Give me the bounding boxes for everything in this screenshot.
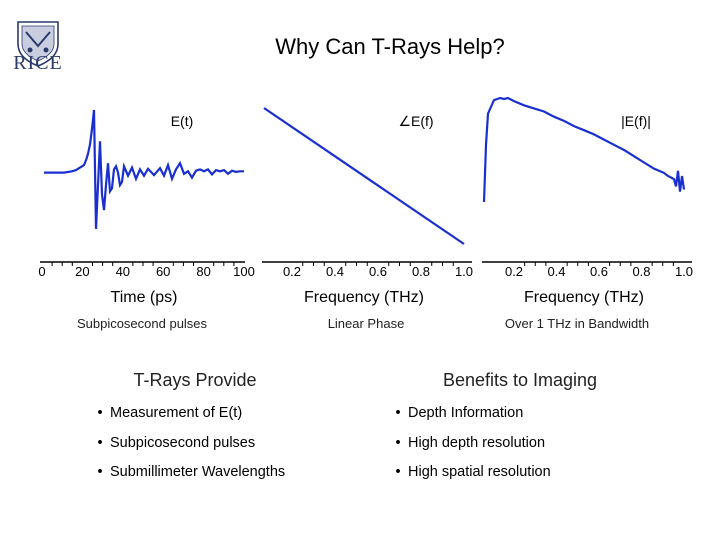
bullet-icon: • [97,434,103,451]
tick-label: 80 [196,264,210,279]
tick-label: 1.0 [455,264,473,279]
list-item: • High depth resolution [388,435,648,465]
right-section-heading: Benefits to Imaging [442,370,598,390]
magnitude-chart-label: |E(f)| [621,113,651,129]
list-item: • Subpicosecond pulses [90,435,350,465]
list-item-text: Submillimeter Wavelengths [110,464,286,480]
list-item-text: Depth Information [408,405,524,421]
list-item-text: High depth resolution [408,434,546,451]
phase-axis-ticks: 0.2 0.4 0.6 0.8 1.0 [283,262,473,279]
magnitude-chart: |E(f)| 0.2 0.4 0.6 0.8 1.0 Frequency (THz) [482,96,693,306]
tick-label: 0.8 [632,264,650,279]
time-caption: Subpicosecond pulses [76,316,208,331]
tick-label: 100 [233,264,255,279]
tick-label: 0.8 [412,264,430,279]
time-domain-chart: E(t) 0 20 40 60 80 100 Time (ps) [38,109,255,306]
tick-label: 1.0 [675,264,693,279]
bullet-icon: • [97,405,103,421]
list-item: • Depth Information [388,405,648,435]
list-item: • High spatial resolution [388,464,648,494]
phase-axis-title: Frequency (THz) [304,289,424,306]
magnitude-caption: Over 1 THz in Bandwidth [504,316,650,331]
phase-caption: Linear Phase [327,316,405,331]
list-item-text: Subpicosecond pulses [110,434,256,451]
left-bullet-list: • Measurement of E(t) • Subpicosecond puls… [90,405,350,494]
tick-label: 0.4 [547,264,565,279]
bullet-icon: • [395,464,401,480]
rice-logo-shield-icon [17,21,59,67]
bullet-icon: • [395,434,401,451]
tick-label: 0.2 [505,264,523,279]
bullet-icon: • [97,464,103,480]
slide-title: Why Can T-Rays Help? [275,34,505,59]
tick-label: 0.6 [590,264,608,279]
plots-figure: E(t) 0 20 40 60 80 100 Time (ps) ∠E(f) 0.2 0.4… [38,96,693,306]
time-axis-title: Time (ps) [111,289,178,306]
magnitude-axis-title: Frequency (THz) [524,289,644,306]
tick-label: 60 [156,264,170,279]
list-item: • Measurement of E(t) [90,405,350,435]
list-item-text: High spatial resolution [408,464,551,480]
phase-curve [263,107,465,245]
tick-label: 0.4 [326,264,344,279]
tick-label: 0.2 [283,264,301,279]
time-domain-curve [44,109,244,229]
tick-label: 0.6 [369,264,387,279]
phase-chart: ∠E(f) 0.2 0.4 0.6 0.8 1.0 Frequency (THz) [262,107,473,306]
list-item: • Submillimeter Wavelengths [90,464,350,494]
time-axis-ticks: 0 20 40 60 80 100 [38,262,255,279]
magnitude-curve [482,96,686,203]
right-bullet-list: • Depth Information • High depth resolutio… [388,405,648,494]
time-chart-label: E(t) [171,113,194,129]
left-section-heading: T-Rays Provide [133,370,257,390]
tick-label: 40 [116,264,130,279]
tick-label: 0 [38,264,45,279]
magnitude-axis-ticks: 0.2 0.4 0.6 0.8 1.0 [505,262,693,279]
phase-chart-label: ∠E(f) [398,113,433,129]
bullet-icon: • [395,405,401,421]
list-item-text: Measurement of E(t) [110,405,243,421]
logo-text: RICE [13,52,63,74]
tick-label: 20 [75,264,89,279]
